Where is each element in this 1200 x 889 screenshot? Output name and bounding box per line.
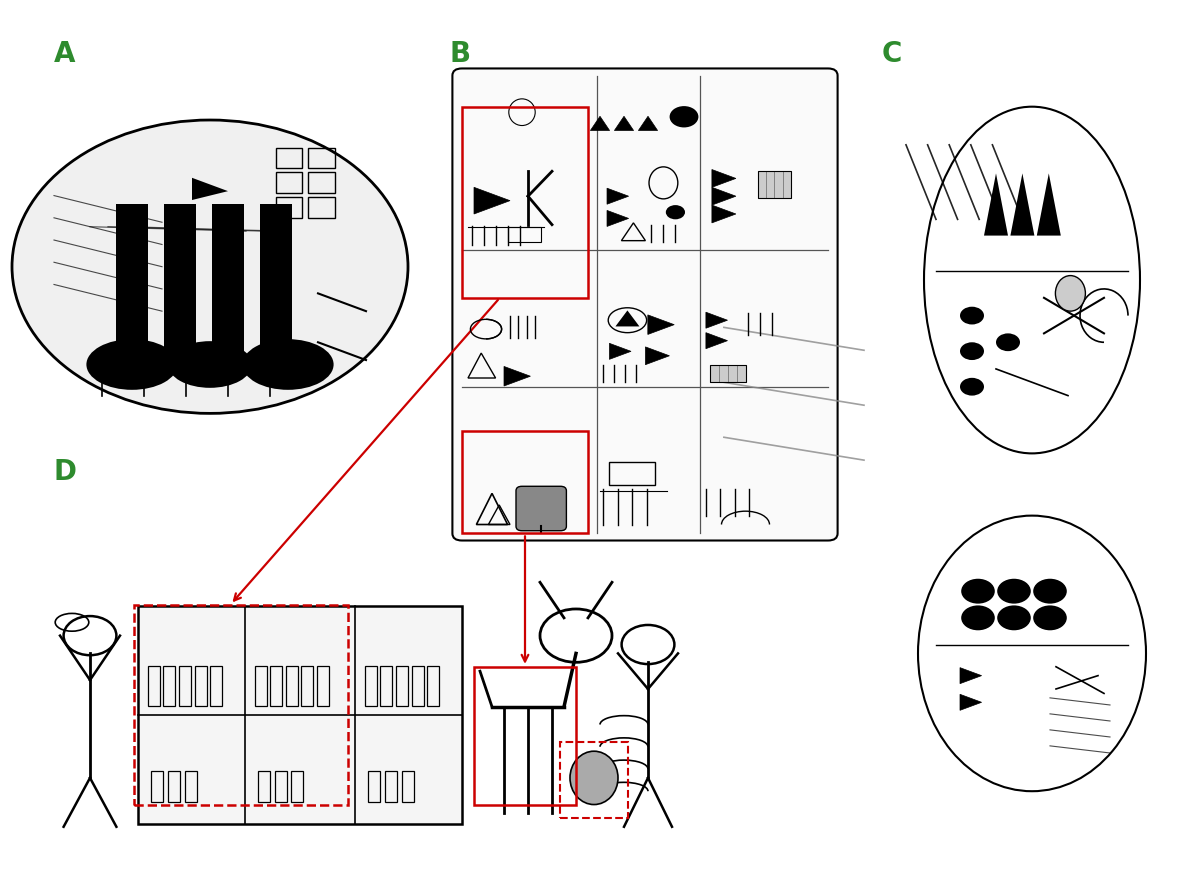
Text: C: C [882, 40, 902, 68]
Circle shape [961, 579, 995, 604]
Bar [270, 667, 282, 707]
Bar [168, 771, 180, 802]
Bar [462, 431, 588, 533]
Polygon shape [590, 116, 610, 131]
Bar [610, 462, 655, 485]
Bar [275, 771, 287, 802]
Polygon shape [646, 347, 670, 364]
Bar [134, 605, 348, 805]
Ellipse shape [1056, 276, 1086, 311]
Text: A: A [54, 40, 76, 68]
Polygon shape [712, 170, 736, 188]
Bar [276, 197, 302, 218]
Polygon shape [960, 668, 982, 684]
Bar [292, 771, 304, 802]
Circle shape [997, 579, 1031, 604]
Bar [308, 197, 335, 218]
Circle shape [1033, 605, 1067, 630]
Bar [412, 667, 424, 707]
Bar [308, 148, 335, 168]
Bar [138, 606, 462, 824]
Circle shape [960, 378, 984, 396]
Polygon shape [1010, 173, 1034, 236]
Ellipse shape [86, 339, 178, 389]
Bar [474, 667, 576, 805]
Polygon shape [960, 694, 982, 710]
Bar [185, 771, 197, 802]
Circle shape [960, 307, 984, 324]
FancyBboxPatch shape [452, 68, 838, 541]
Bar [276, 172, 302, 193]
Circle shape [1033, 579, 1067, 604]
Bar [254, 667, 266, 707]
Bar [508, 228, 541, 243]
Circle shape [961, 605, 995, 630]
Polygon shape [648, 315, 674, 334]
Bar [385, 771, 397, 802]
Polygon shape [610, 343, 631, 359]
Ellipse shape [242, 339, 334, 389]
Bar [396, 667, 408, 707]
Polygon shape [504, 366, 530, 386]
Circle shape [666, 205, 685, 220]
Polygon shape [614, 116, 634, 131]
Bar [286, 667, 298, 707]
Polygon shape [616, 310, 640, 326]
Text: D: D [54, 458, 77, 485]
Bar [462, 107, 588, 298]
Circle shape [12, 120, 408, 413]
Bar [365, 667, 377, 707]
Bar [164, 204, 196, 369]
Circle shape [960, 342, 984, 360]
Bar [163, 667, 175, 707]
Polygon shape [607, 188, 629, 204]
Ellipse shape [570, 751, 618, 805]
Text: B: B [450, 40, 472, 68]
Bar [402, 771, 414, 802]
Bar [560, 742, 628, 818]
Bar [258, 771, 270, 802]
Polygon shape [607, 211, 629, 227]
Polygon shape [706, 312, 727, 328]
Polygon shape [192, 178, 228, 200]
Bar [116, 204, 148, 369]
Polygon shape [474, 188, 510, 214]
FancyBboxPatch shape [516, 486, 566, 531]
Circle shape [996, 333, 1020, 351]
Bar [179, 667, 191, 707]
Bar [709, 364, 745, 382]
Bar [308, 172, 335, 193]
Polygon shape [638, 116, 658, 131]
Bar [301, 667, 313, 707]
Ellipse shape [918, 516, 1146, 791]
Polygon shape [706, 332, 727, 348]
Bar [148, 667, 160, 707]
Bar [210, 667, 222, 707]
Bar [757, 172, 791, 198]
Polygon shape [712, 188, 736, 205]
Bar [151, 771, 163, 802]
Circle shape [997, 605, 1031, 630]
Bar [427, 667, 439, 707]
Bar [260, 204, 292, 369]
Ellipse shape [168, 341, 252, 388]
Polygon shape [712, 205, 736, 223]
Bar [380, 667, 392, 707]
Bar [194, 667, 206, 707]
Bar [212, 204, 244, 369]
Polygon shape [1037, 173, 1061, 236]
Polygon shape [984, 173, 1008, 236]
Circle shape [670, 106, 698, 127]
Bar [317, 667, 329, 707]
Ellipse shape [924, 107, 1140, 453]
Bar [368, 771, 380, 802]
Bar [276, 148, 302, 168]
